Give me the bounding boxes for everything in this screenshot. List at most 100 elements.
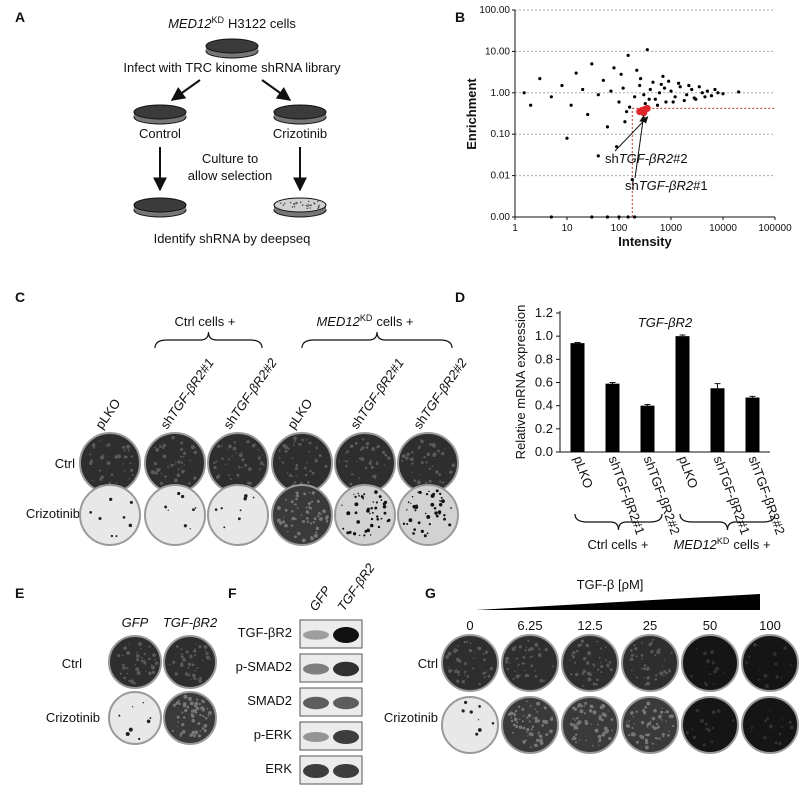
colony	[363, 534, 366, 537]
colony	[182, 469, 186, 473]
colony	[440, 500, 442, 502]
colony	[712, 682, 715, 685]
colony	[456, 670, 460, 674]
colony	[586, 673, 589, 676]
row-label: Crizotinib	[26, 506, 80, 521]
colony	[515, 674, 520, 679]
colony	[631, 726, 634, 729]
colony	[194, 730, 199, 735]
colony	[522, 656, 526, 659]
point	[676, 81, 681, 85]
colony	[238, 453, 243, 457]
colony	[205, 652, 209, 656]
row-label: TGF-βR2	[238, 625, 292, 640]
colony	[293, 442, 296, 444]
colony	[513, 712, 516, 716]
colony	[646, 681, 650, 686]
colony	[438, 492, 442, 496]
colony	[487, 674, 491, 678]
colony	[193, 649, 197, 653]
colony	[646, 733, 650, 737]
colony	[757, 678, 760, 682]
colony	[216, 475, 220, 479]
x-tick-label: shTGF-βR2#2	[641, 454, 683, 537]
group-label: Ctrl cells +	[174, 314, 235, 329]
colony	[576, 716, 579, 720]
colony	[304, 466, 307, 470]
colony	[441, 451, 445, 456]
cells-title-part: MED12	[168, 16, 212, 31]
colony	[325, 515, 329, 519]
colony	[194, 647, 196, 650]
colony	[196, 678, 199, 681]
colony	[774, 662, 778, 666]
colony	[162, 443, 167, 447]
colony	[574, 672, 579, 677]
colony	[525, 646, 528, 648]
colony	[435, 514, 439, 518]
colony	[632, 715, 635, 718]
colony	[349, 482, 353, 486]
panel-label: B	[455, 9, 465, 25]
colony	[789, 664, 792, 666]
colony	[305, 438, 308, 441]
colony	[354, 495, 357, 499]
panel-label: E	[15, 585, 24, 601]
colony	[146, 719, 151, 724]
colony	[384, 454, 388, 457]
colony	[527, 674, 530, 677]
point	[642, 93, 646, 97]
colony	[705, 659, 710, 664]
y-tick-label: 1.0	[535, 328, 553, 343]
colony	[420, 529, 424, 533]
colony	[193, 734, 196, 738]
point	[596, 93, 600, 97]
colony	[126, 672, 128, 675]
point	[682, 98, 686, 103]
point	[609, 89, 613, 93]
colony	[600, 664, 604, 669]
blot-band	[333, 696, 359, 710]
column-label: pLKO	[284, 396, 315, 432]
colony	[317, 515, 320, 518]
colony	[122, 463, 124, 465]
colony	[189, 528, 191, 530]
colony	[649, 720, 652, 722]
colony	[168, 663, 171, 666]
colony	[463, 674, 466, 676]
colony	[597, 741, 599, 744]
colony	[531, 655, 534, 658]
colony	[435, 470, 439, 474]
colony	[142, 701, 145, 704]
colony	[239, 509, 242, 512]
colony	[628, 720, 631, 722]
colony	[511, 647, 516, 652]
column-label: shTGF-βR2#1	[157, 355, 217, 431]
colony	[192, 676, 197, 680]
colony	[301, 204, 304, 206]
colony	[281, 461, 285, 464]
colony	[159, 468, 161, 471]
colony	[592, 710, 597, 715]
colony	[175, 701, 180, 705]
colony	[661, 732, 665, 736]
colony	[709, 673, 712, 675]
colony	[657, 714, 662, 719]
colony	[414, 505, 419, 509]
colony	[105, 444, 107, 446]
row-label: Crizotinib	[46, 710, 100, 725]
colony	[185, 650, 189, 654]
colony	[732, 719, 735, 722]
colony	[572, 723, 576, 726]
bracket	[574, 513, 663, 531]
point	[529, 103, 533, 107]
colony	[521, 720, 524, 723]
point	[664, 100, 668, 104]
colony	[483, 675, 486, 679]
colony	[586, 661, 590, 665]
colony	[243, 497, 247, 501]
colony	[289, 201, 292, 204]
colony	[583, 712, 586, 715]
point	[716, 91, 720, 95]
concentration-label: 25	[643, 618, 657, 633]
